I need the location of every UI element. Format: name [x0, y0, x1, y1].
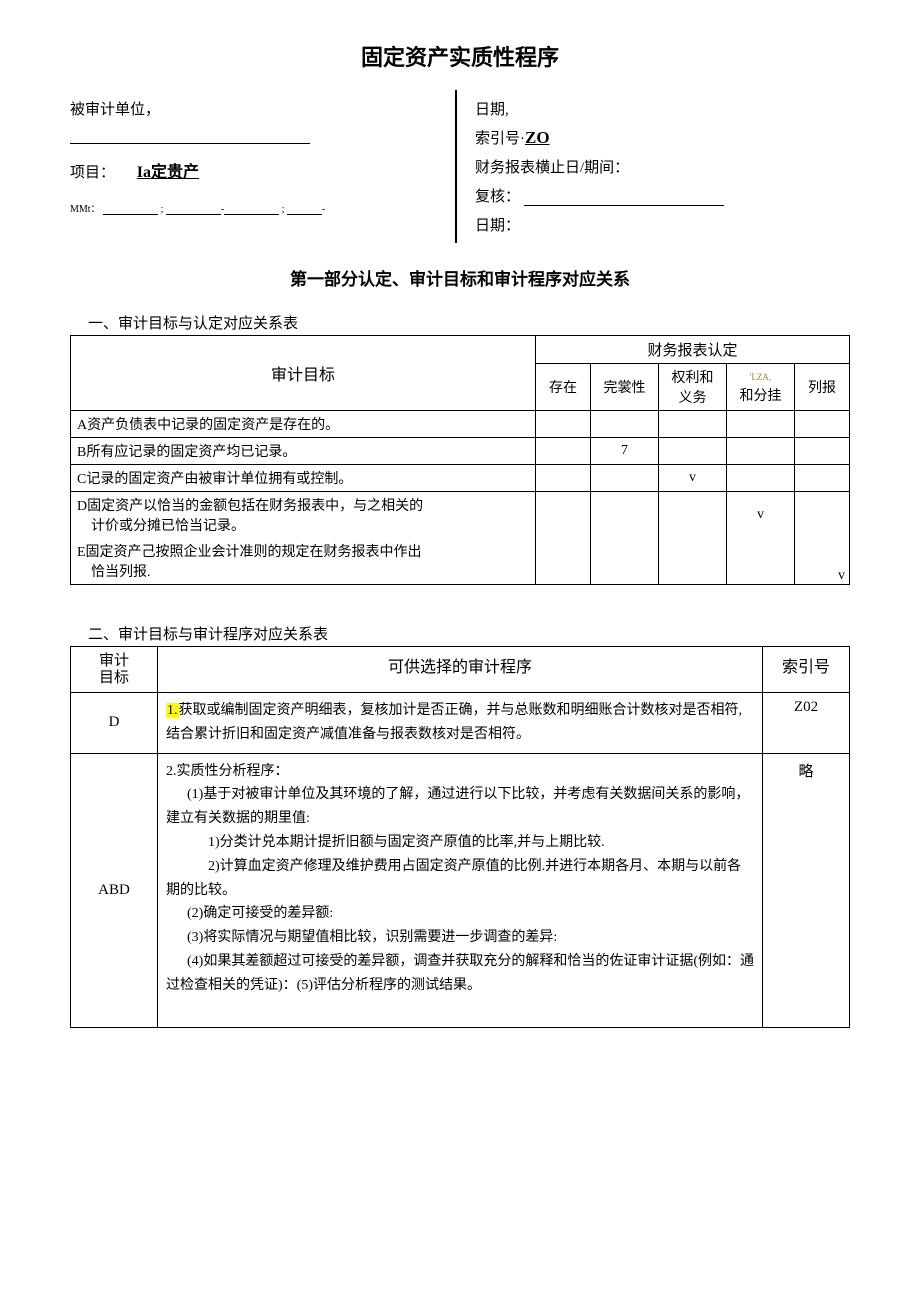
- mmt-row: MMt： ; - ; -: [70, 200, 445, 215]
- table-row: D 1.获取或编制固定资产明细表，复核加计是否正确，并与总账数和明细账合计数核对…: [71, 693, 850, 754]
- mmt-label: MMt：: [70, 204, 101, 215]
- review-label: 复核：: [475, 189, 520, 205]
- section1-title: 第一部分认定、审计目标和审计程序对应关系: [70, 265, 850, 290]
- date2-label: 日期：: [475, 214, 850, 235]
- auditee-blank: [70, 127, 310, 144]
- t1-mark-b: 7: [591, 438, 659, 465]
- t1-h-c2: 完裳性: [591, 364, 659, 411]
- table-row: B所有应记录的固定资产均已记录。 7: [71, 438, 850, 465]
- t1-row-d: D固定资产以恰当的金额包括在财务报表中，与之相关的 计价或分摊已恰当记录。: [71, 492, 536, 539]
- header-right: 日期, 索引号·ZO 财务报表横止日/期间： 复核： 日期：: [456, 90, 850, 243]
- table1: 审计目标 财务报表认定 存在 完裳性 权利和义务 'LZA,和分挂 列报 A资产…: [70, 335, 850, 585]
- t1-h-target: 审计目标: [71, 336, 536, 411]
- t2-h3: 索引号: [763, 647, 850, 693]
- page-title: 固定资产实质性程序: [70, 40, 850, 72]
- table-row: E固定资产己按照企业会计准则的规定在财务报表中作出 恰当列报. v: [71, 538, 850, 585]
- table-row: ABD 2.实质性分析程序： (1)基于对被审计单位及其环境的了解，通过进行以下…: [71, 753, 850, 1028]
- t2-r1-index: Z02: [763, 693, 850, 754]
- table-row: D固定资产以恰当的金额包括在财务报表中，与之相关的 计价或分摊已恰当记录。 v: [71, 492, 850, 539]
- t2-r1-target: D: [71, 693, 158, 754]
- t1-mark-e: v: [795, 538, 850, 585]
- t2-r2-text: 2.实质性分析程序： (1)基于对被审计单位及其环境的了解，通过进行以下比较，并…: [158, 753, 763, 1028]
- index-value: ZO: [525, 128, 550, 147]
- table-row: C记录的固定资产由被审计单位拥有或控制。 v: [71, 465, 850, 492]
- project-label: 项目：: [70, 165, 115, 181]
- index-label: 索引号·: [475, 131, 525, 147]
- header-left: 被审计单位， 项目： Ia定贵产 MMt： ; - ; -: [70, 90, 456, 243]
- table1-caption: 一、审计目标与认定对应关系表: [88, 312, 850, 333]
- period-label: 财务报表横止日/期间：: [475, 156, 850, 177]
- t2-h1: 审计目标: [71, 647, 158, 693]
- auditee-row: 被审计单位，: [70, 98, 445, 119]
- highlight-1: 1.: [166, 703, 179, 718]
- t1-row-e: E固定资产己按照企业会计准则的规定在财务报表中作出 恰当列报.: [71, 538, 536, 585]
- project-value: Ia定贵产: [137, 164, 199, 181]
- date-label: 日期,: [475, 98, 850, 119]
- t1-h-c1: 存在: [536, 364, 591, 411]
- table2-caption: 二、审计目标与审计程序对应关系表: [88, 623, 850, 644]
- t1-h-c5: 列报: [795, 364, 850, 411]
- table-row: A资产负债表中记录的固定资产是存在的。: [71, 411, 850, 438]
- t1-row-a: A资产负债表中记录的固定资产是存在的。: [71, 411, 536, 438]
- t1-row-c: C记录的固定资产由被审计单位拥有或控制。: [71, 465, 536, 492]
- t1-row-b: B所有应记录的固定资产均已记录。: [71, 438, 536, 465]
- t2-r2-index: 略: [763, 753, 850, 1028]
- t1-mark-d: v: [727, 492, 795, 539]
- header-block: 被审计单位， 项目： Ia定贵产 MMt： ; - ; - 日期, 索引号·ZO…: [70, 90, 850, 243]
- auditee-label: 被审计单位，: [70, 102, 160, 118]
- t1-h-group: 财务报表认定: [536, 336, 850, 364]
- t2-r1-text: 1.获取或编制固定资产明细表，复核加计是否正确，并与总账数和明细账合计数核对是否…: [158, 693, 763, 754]
- review-blank: [524, 189, 724, 206]
- t2-h2: 可供选择的审计程序: [158, 647, 763, 693]
- t1-h-c4: 'LZA,和分挂: [727, 364, 795, 411]
- table2: 审计目标 可供选择的审计程序 索引号 D 1.获取或编制固定资产明细表，复核加计…: [70, 646, 850, 1028]
- t1-mark-c: v: [659, 465, 727, 492]
- t1-h-c3: 权利和义务: [659, 364, 727, 411]
- t2-r2-target: ABD: [71, 753, 158, 1028]
